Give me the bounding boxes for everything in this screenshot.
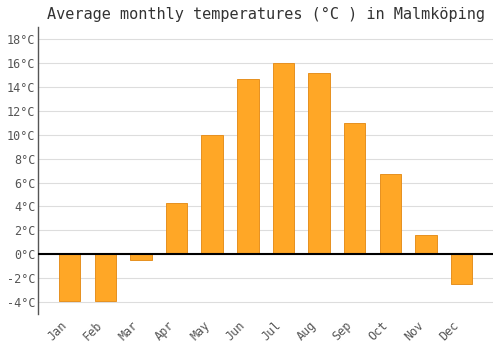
Bar (344, 123, 366, 254)
Bar (59, 254, 80, 301)
Bar (166, 203, 187, 254)
Bar (380, 174, 401, 254)
Bar (308, 73, 330, 254)
Bar (130, 254, 152, 260)
Bar (273, 63, 294, 254)
Bar (237, 79, 258, 254)
Title: Average monthly temperatures (°C ) in Malmköping: Average monthly temperatures (°C ) in Ma… (46, 7, 484, 22)
Bar (94, 254, 116, 301)
Bar (202, 135, 223, 254)
Bar (451, 254, 472, 284)
Bar (416, 235, 436, 254)
